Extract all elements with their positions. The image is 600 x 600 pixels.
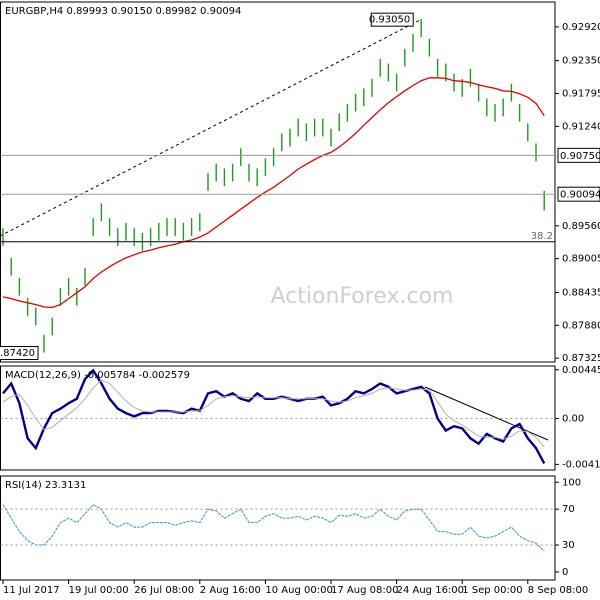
x-tick-label: 26 Jul 08:00: [134, 585, 194, 596]
y-tick-label: 0.92350: [562, 56, 600, 67]
level-label-box: [557, 147, 600, 163]
x-tick-label: 24 Aug 16:00: [397, 585, 464, 596]
y-tick-label: 0.87325: [562, 353, 600, 364]
peak-label-box: [370, 12, 414, 27]
level-label: 0.90750: [560, 151, 600, 162]
y-tick-label: 0.88435: [562, 287, 600, 298]
indicator-line: [2, 368, 546, 464]
x-tick-label: 17 Aug 08:00: [331, 585, 398, 596]
x-tick-label: 10 Aug 00:00: [265, 585, 332, 596]
indicator-line: [2, 504, 545, 552]
y-tick-label: 0.91795: [562, 88, 600, 99]
y-tick-label: 30: [562, 540, 575, 551]
trend-line: [0, 19, 421, 237]
x-tick-label: 1 Sep 00:00: [462, 585, 522, 596]
y-tick-label: 0.87880: [562, 320, 600, 331]
y-tick-label: 0.00: [562, 414, 584, 425]
level-label: 0.90094: [560, 190, 600, 201]
low-label-box: [0, 346, 39, 361]
x-tick-label: 19 Jul 00:00: [69, 585, 129, 596]
watermark: ActionForex.com: [271, 284, 454, 309]
peak-label: 0.93050: [369, 15, 410, 26]
y-tick-label: -0.004187: [562, 459, 600, 470]
panel: [0, 1, 556, 363]
panel: [0, 475, 556, 581]
y-tick-label: 0: [562, 567, 568, 578]
level-label-box: [557, 186, 600, 202]
panel-title: MACD(12,26,9) -0.005784 -0.002579: [5, 370, 190, 381]
y-tick-label: 70: [562, 504, 575, 515]
low-label: 0.87420: [0, 348, 35, 359]
panel: [0, 365, 556, 471]
y-tick-label: 0.004456: [562, 365, 600, 376]
y-tick-label: 0.91240: [562, 121, 600, 132]
fib-label: 38.2: [531, 231, 553, 242]
y-tick-label: 100: [562, 477, 581, 488]
indicator-line: [2, 379, 545, 448]
panel-title: EURGBP,H4 0.89993 0.90150 0.89982 0.9009…: [5, 6, 241, 17]
x-tick-label: 2 Aug 16:00: [200, 585, 261, 596]
x-tick-label: 11 Jul 2017: [3, 585, 60, 596]
moving-average: [2, 77, 545, 309]
y-tick-label: 0.92920: [562, 22, 600, 33]
panel-title: RSI(14) 23.3131: [5, 480, 86, 491]
x-tick-label: 8 Sep 08:00: [528, 585, 588, 596]
y-tick-label: 0.89560: [562, 221, 600, 232]
y-tick-label: 0.89005: [562, 254, 600, 265]
